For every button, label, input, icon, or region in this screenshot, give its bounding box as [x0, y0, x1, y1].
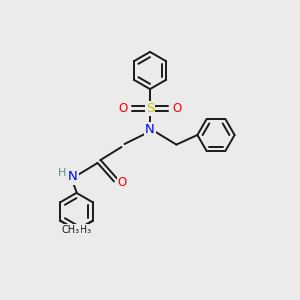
Text: O: O: [172, 102, 182, 115]
Text: N: N: [68, 170, 77, 184]
Text: S: S: [146, 102, 154, 115]
Text: CH₃: CH₃: [61, 225, 80, 235]
Text: N: N: [145, 123, 155, 136]
Text: O: O: [118, 176, 127, 189]
Text: O: O: [118, 102, 127, 115]
Text: H: H: [58, 168, 66, 178]
Text: CH₃: CH₃: [73, 225, 92, 235]
